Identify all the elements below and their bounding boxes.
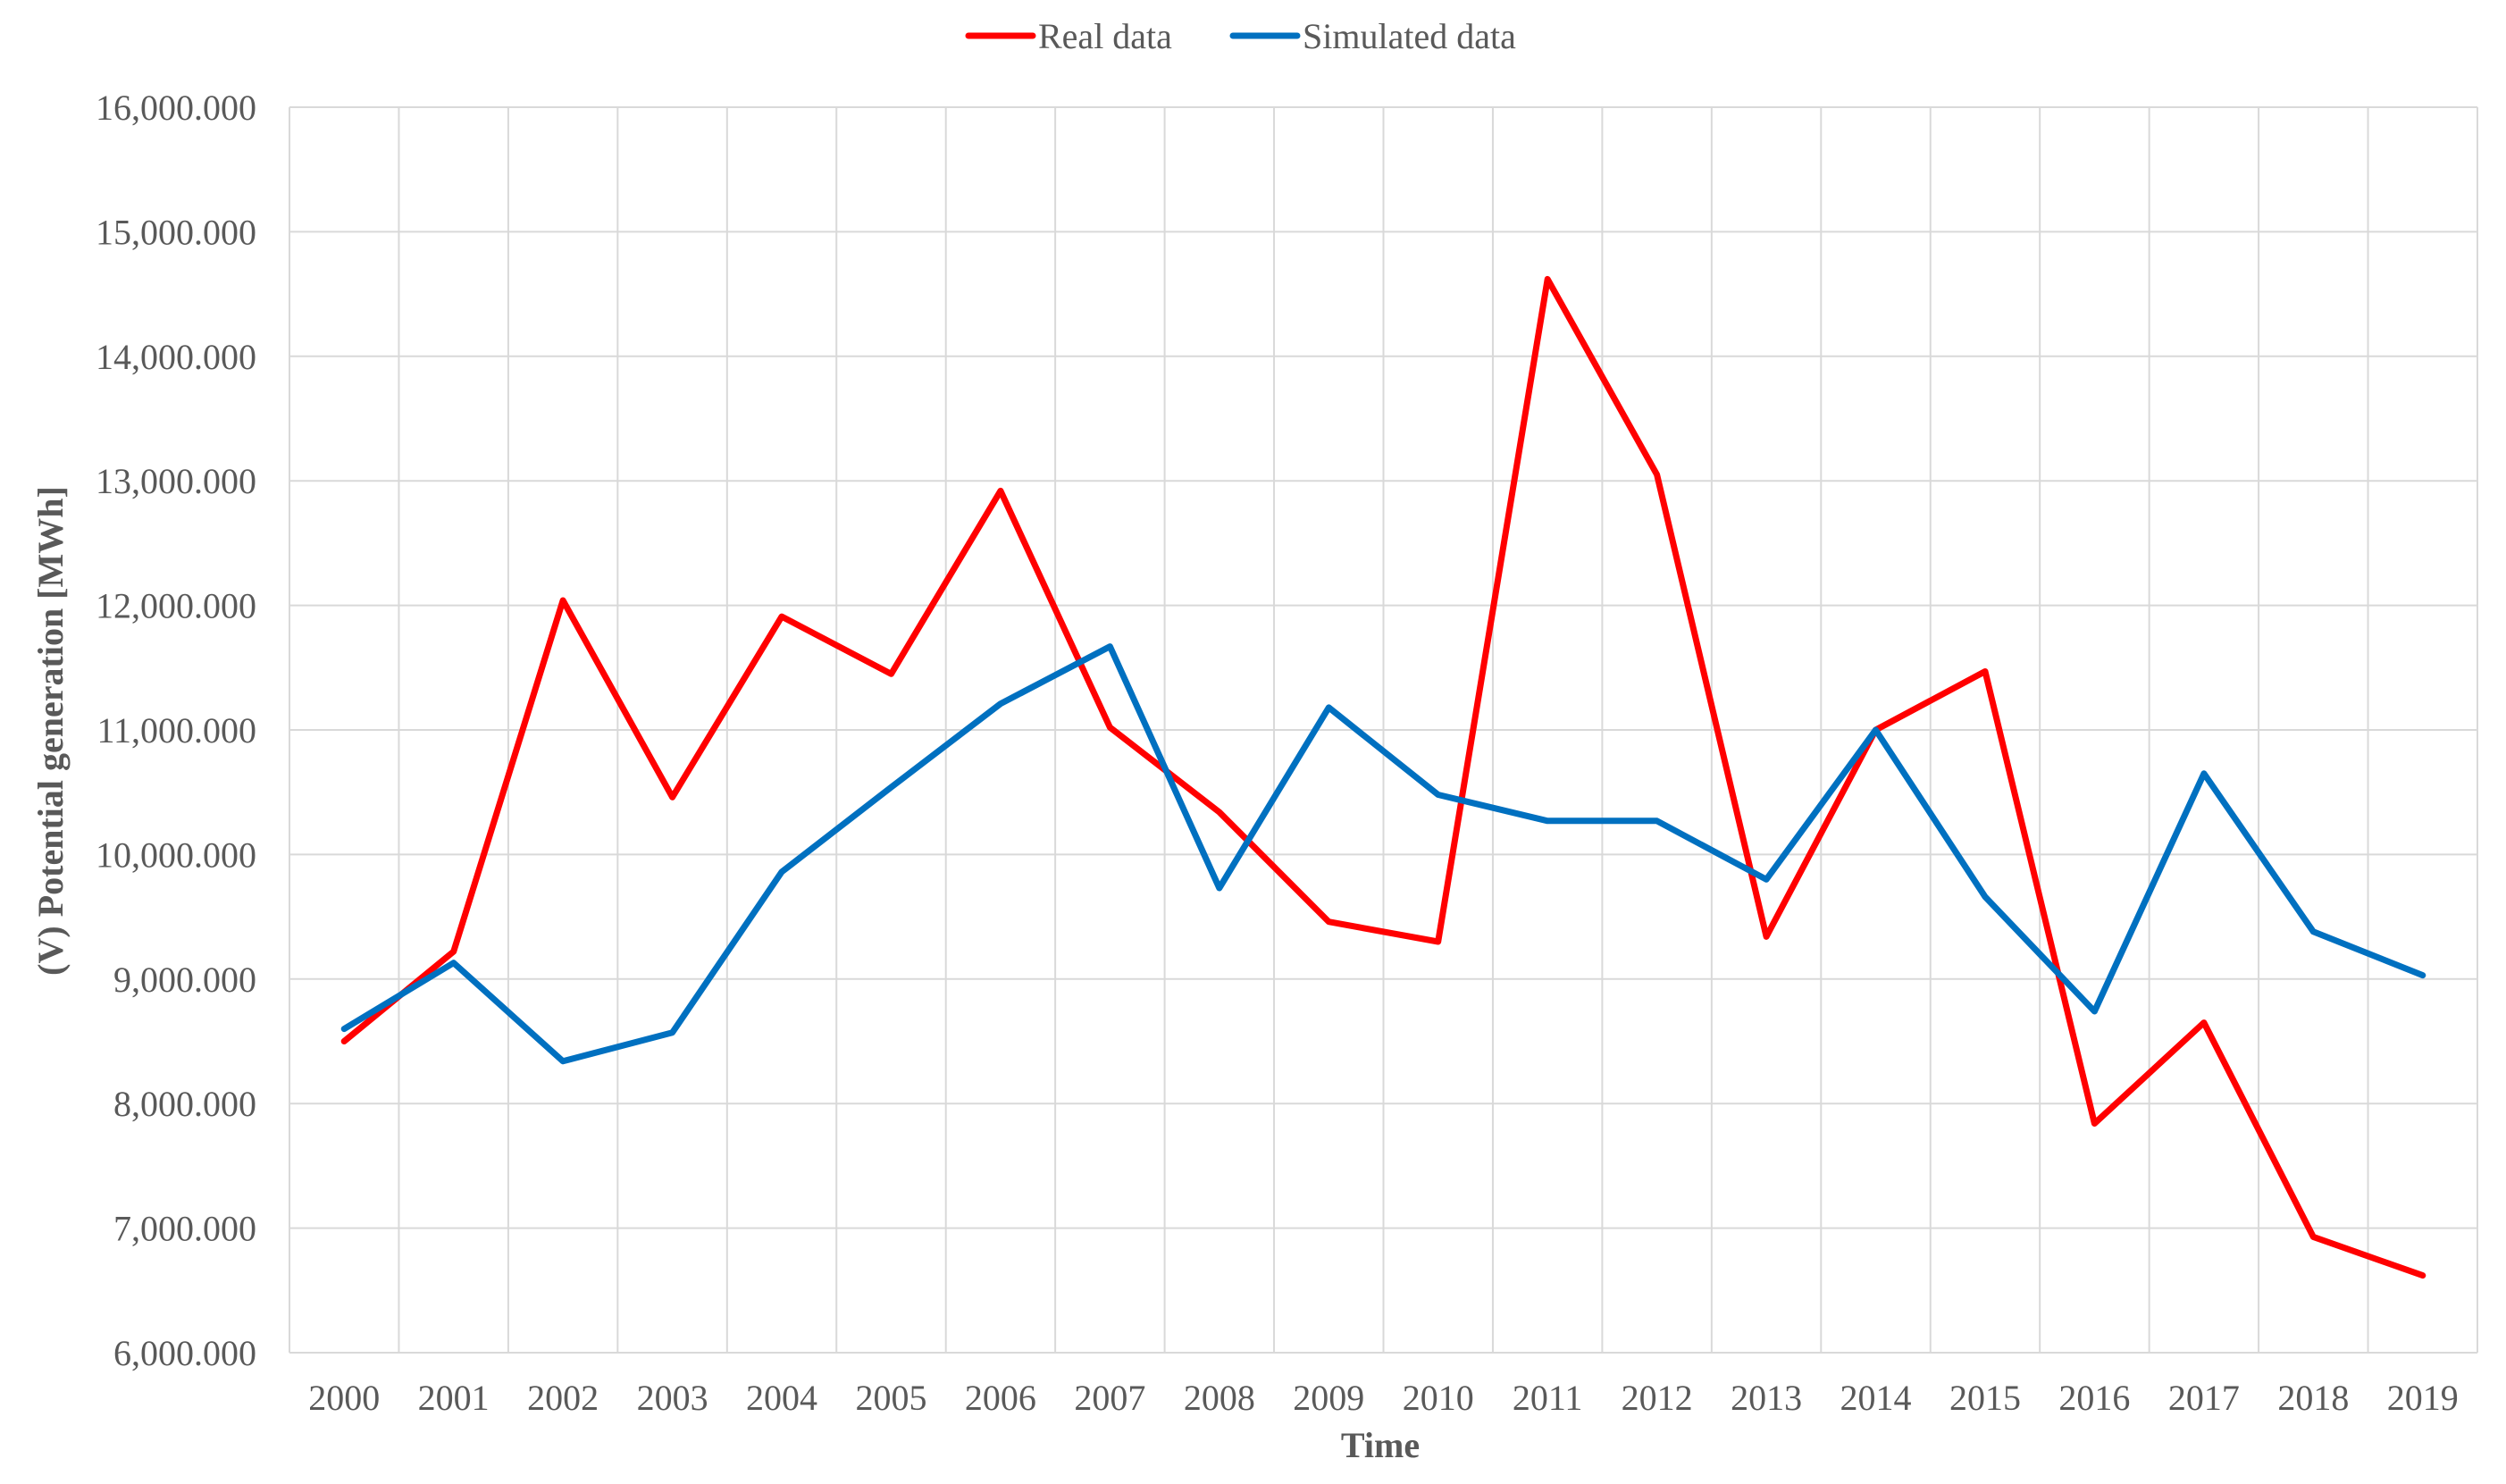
y-tick-label: 6,000.000 (113, 1333, 256, 1373)
x-tick-label: 2013 (1731, 1378, 1802, 1418)
x-tick-label: 2015 (1949, 1378, 2021, 1418)
y-tick-label: 14,000.000 (96, 337, 256, 377)
y-tick-label: 9,000.000 (113, 960, 256, 1000)
x-tick-label: 2010 (1403, 1378, 1474, 1418)
y-axis-title: (V) Potential generation [MWh] (30, 486, 71, 976)
x-axis-title: Time (1341, 1425, 1420, 1465)
chart-series (340, 275, 2426, 1279)
x-tick-label: 2001 (418, 1378, 490, 1418)
chart-legend: Real data Simulated data (965, 16, 1516, 56)
x-tick-label: 2008 (1184, 1378, 1255, 1418)
x-tick-label: 2002 (527, 1378, 599, 1418)
y-tick-label: 11,000.000 (96, 710, 256, 750)
legend-label-simulated-data: Simulated data (1303, 16, 1516, 56)
x-tick-label: 2012 (1622, 1378, 1693, 1418)
y-tick-label: 12,000.000 (96, 586, 256, 626)
chart-gridlines (289, 106, 2478, 1354)
y-tick-label: 8,000.000 (113, 1084, 256, 1124)
x-tick-label: 2007 (1074, 1378, 1145, 1418)
legend-label-real-data: Real data (1038, 16, 1172, 56)
x-tick-label: 2017 (2168, 1378, 2240, 1418)
y-tick-label: 7,000.000 (113, 1209, 256, 1249)
x-tick-label: 2016 (2058, 1378, 2130, 1418)
x-tick-label: 2003 (637, 1378, 708, 1418)
x-tick-label: 2014 (1840, 1378, 1912, 1418)
x-tick-label: 2009 (1293, 1378, 1364, 1418)
y-axis-tick-labels: 6,000.000 7,000.000 8,000.000 9,000.000 10,0… (96, 88, 256, 1373)
y-tick-label: 10,000.000 (96, 834, 256, 875)
y-tick-label: 13,000.000 (96, 461, 256, 501)
y-tick-label: 16,000.000 (96, 88, 256, 128)
x-tick-label: 2018 (2277, 1378, 2349, 1418)
series-line-real-data (340, 275, 2426, 1279)
series-line-simulated-data (340, 643, 2426, 1065)
y-tick-label: 15,000.000 (96, 212, 256, 252)
x-tick-label: 2011 (1513, 1378, 1583, 1418)
x-tick-label: 2000 (308, 1378, 380, 1418)
x-tick-label: 2005 (855, 1378, 926, 1418)
x-axis-tick-labels: 2000 2001 2002 2003 2004 2005 2006 2007 2008 2009… (308, 1378, 2459, 1418)
x-tick-label: 2004 (746, 1378, 817, 1418)
x-tick-label: 2006 (965, 1378, 1036, 1418)
x-tick-label: 2019 (2387, 1378, 2459, 1418)
